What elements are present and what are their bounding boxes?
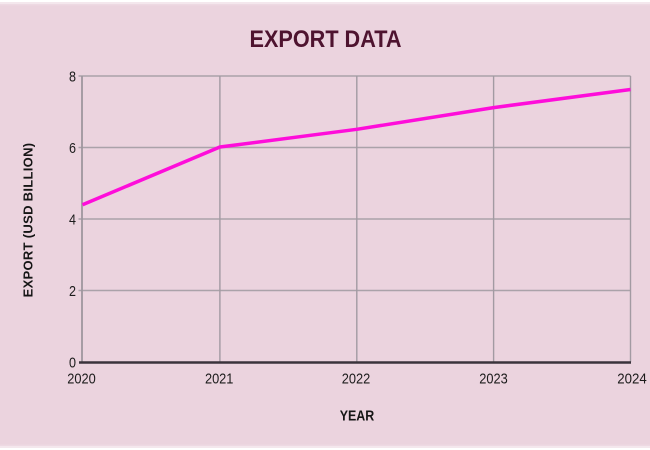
svg-text:YEAR: YEAR <box>340 408 375 425</box>
svg-text:2021: 2021 <box>205 370 234 387</box>
svg-text:EXPORT (USD BILLION): EXPORT (USD BILLION) <box>21 143 36 298</box>
svg-text:2024: 2024 <box>617 370 647 387</box>
svg-text:6: 6 <box>69 140 76 157</box>
svg-text:2023: 2023 <box>479 370 508 387</box>
svg-text:2022: 2022 <box>342 370 371 387</box>
svg-text:2020: 2020 <box>67 370 96 387</box>
svg-text:EXPORT DATA: EXPORT DATA <box>250 26 402 53</box>
svg-text:0: 0 <box>69 354 76 371</box>
svg-text:8: 8 <box>69 68 76 85</box>
svg-text:4: 4 <box>69 211 76 228</box>
svg-text:2: 2 <box>69 283 76 300</box>
